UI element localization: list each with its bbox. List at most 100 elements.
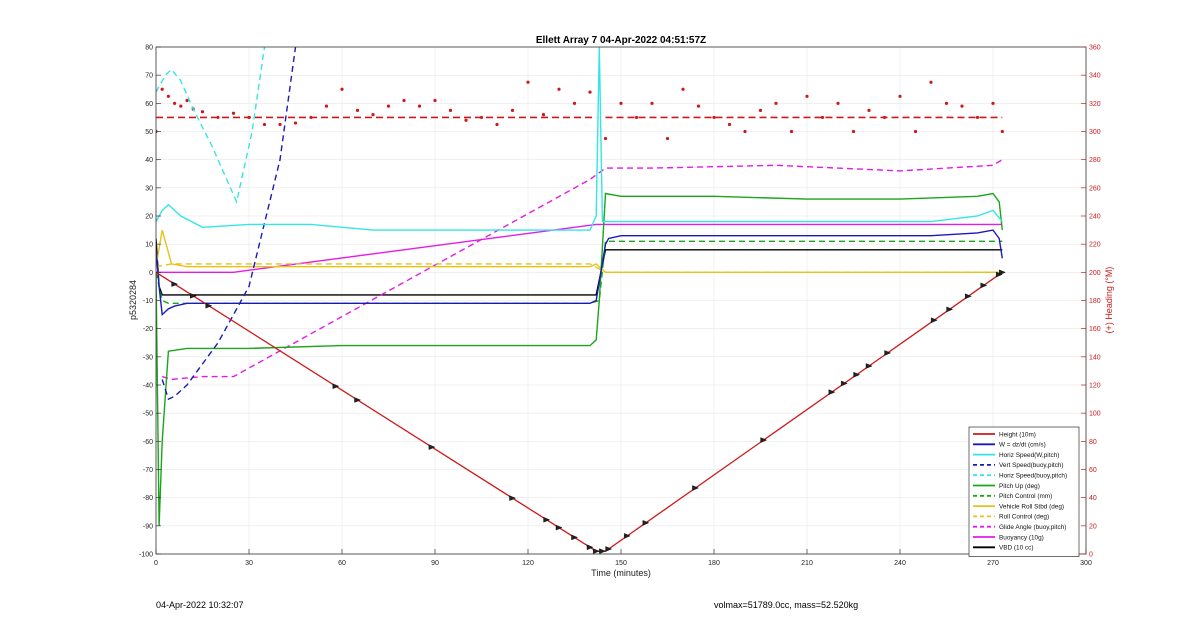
x-tick-label: 210 [801, 560, 813, 567]
heading-point [944, 101, 949, 105]
heading-point [882, 115, 887, 120]
y-tick-label-right: 220 [1089, 242, 1101, 249]
heading-point [355, 108, 360, 112]
legend-entry: W = dz/dt (cm/s) [999, 442, 1046, 449]
y-tick-label-left: 40 [145, 157, 153, 164]
heading-point [991, 101, 995, 105]
y-tick-label-right: 80 [1089, 439, 1097, 446]
y-tick-label-left: -70 [143, 467, 153, 474]
heading-point [867, 108, 871, 112]
height-marker [428, 444, 436, 450]
legend-entry: Roll Control (deg) [999, 514, 1049, 521]
height-marker [980, 282, 988, 289]
y-axis-label-left: p5320284 [128, 280, 138, 320]
height-marker [190, 293, 197, 299]
heading-point [479, 115, 484, 120]
height-marker [853, 371, 861, 378]
heading-point [836, 101, 840, 105]
series-line [161, 47, 297, 401]
height-marker [605, 546, 613, 552]
heading-point [712, 115, 716, 120]
y-tick-label-right: 120 [1089, 383, 1101, 390]
height-marker [543, 516, 551, 523]
y-tick-label-right: 280 [1089, 157, 1101, 164]
y-tick-label-right: 240 [1089, 214, 1101, 221]
height-marker [354, 397, 362, 403]
x-tick-label: 150 [615, 560, 627, 567]
y-tick-label-left: 70 [145, 73, 153, 80]
y-tick-label-right: 140 [1089, 354, 1101, 361]
legend-entry: Horiz Speed(W,pitch) [999, 452, 1059, 459]
heading-point [173, 101, 177, 105]
y-tick-label-left: 20 [145, 214, 153, 221]
series-line [156, 229, 1003, 317]
x-axis-label: Time (minutes) [591, 568, 651, 578]
legend-entry: Pitch Up (deg) [999, 483, 1040, 490]
heading-point [526, 80, 530, 84]
heading-point [774, 101, 778, 105]
height-marker [760, 437, 768, 443]
heading-point [417, 104, 422, 108]
legend-entry: Glide Angle (buoy,pitch) [999, 524, 1066, 531]
height-marker [828, 389, 836, 395]
y-tick-label-left: -40 [143, 383, 153, 390]
y-tick-label-left: -20 [143, 326, 153, 333]
series-line [156, 229, 1003, 273]
x-tick-label: 60 [338, 560, 346, 567]
legend-entry: Vert Speed(buoy,pitch) [999, 462, 1064, 469]
chart-legend: Height (10m) W = dz/dt (cm/s) Horiz Speed(… [968, 426, 1080, 557]
heading-point [448, 108, 453, 112]
x-tick-label: 240 [894, 560, 906, 567]
y-axis-label-right: (+) Heading (°M) [1104, 267, 1114, 334]
plot-series [156, 47, 1006, 554]
y-tick-label-left: -60 [143, 439, 153, 446]
heading-point [727, 122, 732, 127]
y-tick-label-right: 20 [1089, 523, 1097, 530]
axes: 0 30 60 90 120 150 180 210 240 270 300-100-90-80-7… [139, 45, 1101, 568]
height-marker [692, 485, 699, 491]
y-tick-label-left: -30 [143, 354, 153, 361]
y-tick-label-left: -80 [143, 495, 153, 502]
height-marker [171, 281, 179, 287]
heading-point [603, 136, 608, 141]
heading-point [541, 113, 546, 117]
series-line [156, 47, 266, 205]
heading-point [898, 94, 902, 98]
heading-point [975, 115, 980, 120]
heading-point [402, 98, 406, 103]
footer-timestamp: 04-Apr-2022 10:32:07 [156, 600, 244, 610]
height-marker [205, 302, 213, 309]
series-line [156, 263, 1003, 273]
y-tick-label-left: -10 [143, 298, 153, 305]
heading-point [572, 101, 577, 105]
y-tick-label-left: 60 [145, 101, 153, 108]
heading-point [820, 115, 825, 120]
height-marker [593, 548, 600, 554]
y-tick-label-right: 0 [1089, 552, 1093, 559]
heading-point [789, 129, 794, 134]
height-marker [865, 363, 873, 369]
heading-point [160, 87, 164, 91]
heading-point [913, 129, 918, 134]
height-marker [642, 520, 650, 526]
heading-point [464, 118, 468, 122]
heading-point [231, 111, 236, 115]
y-tick-label-left: 10 [145, 242, 153, 249]
heading-point [510, 108, 515, 112]
x-tick-label: 180 [708, 560, 720, 567]
y-tick-label-left: 30 [145, 185, 153, 192]
height-marker [965, 293, 972, 300]
series-line [156, 192, 1003, 526]
heading-point [371, 113, 375, 117]
y-tick-label-right: 180 [1089, 298, 1101, 305]
heading-point [324, 104, 329, 108]
heading-point [650, 101, 654, 105]
heading-point [758, 108, 763, 112]
legend-entry: Pitch Control (mm) [999, 493, 1052, 500]
height-marker [509, 495, 517, 501]
height-marker [884, 350, 892, 356]
heading-point [293, 121, 298, 125]
height-marker [624, 533, 631, 539]
height-marker [599, 548, 606, 554]
